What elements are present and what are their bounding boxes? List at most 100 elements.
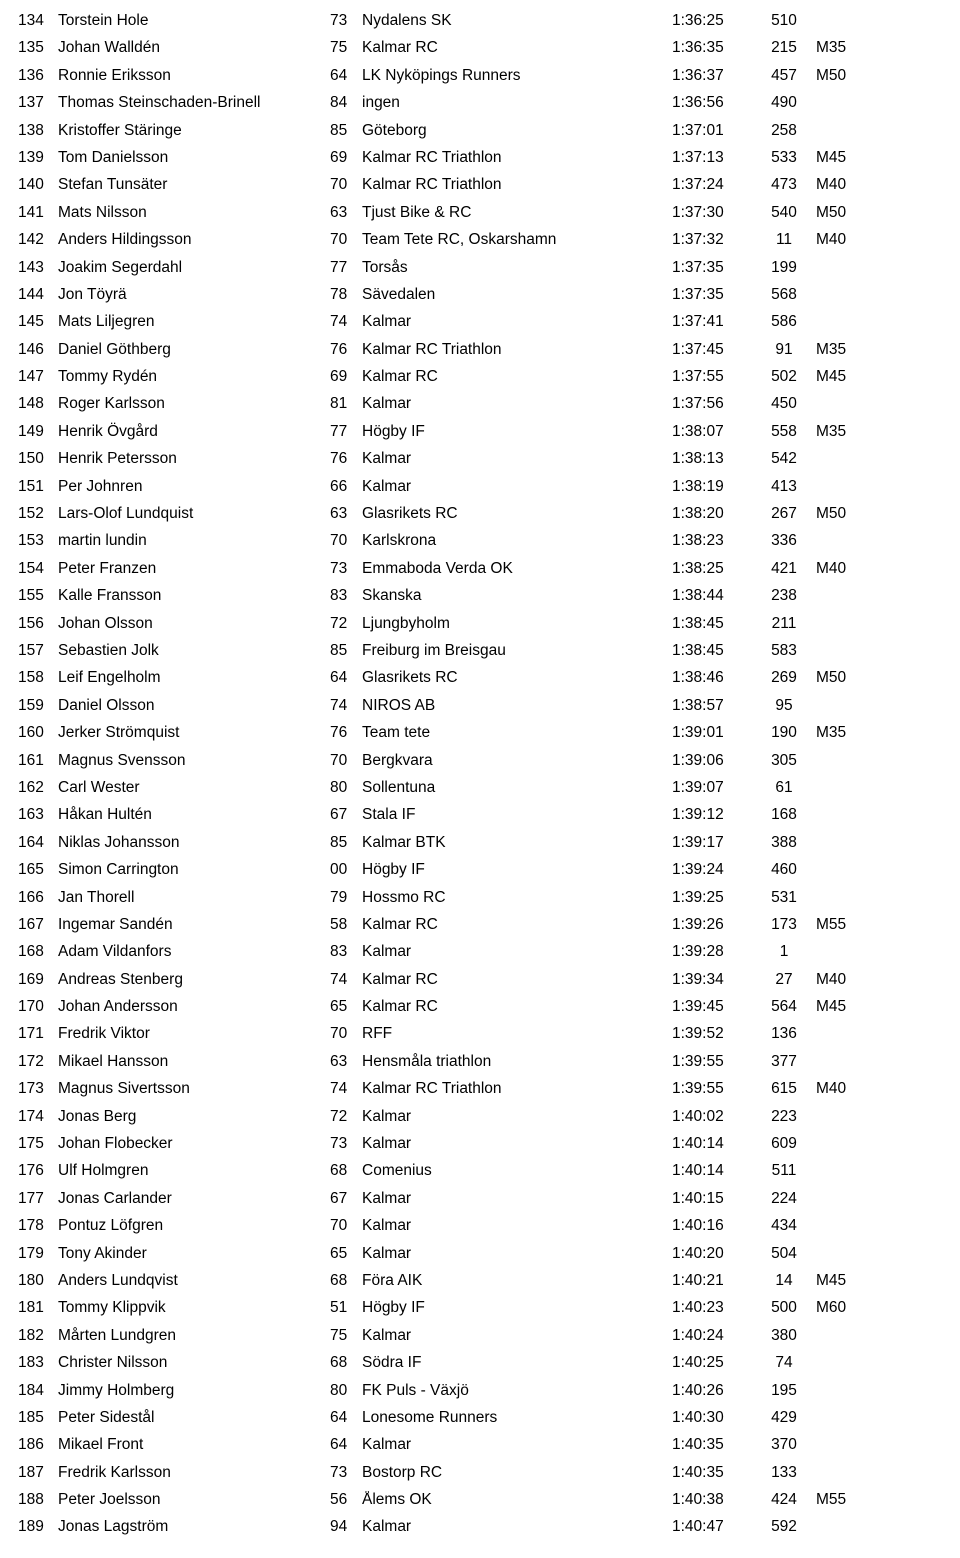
- table-row: 189Jonas Lagström94Kalmar1:40:47592: [18, 1518, 942, 1545]
- bib-cell: 258: [758, 122, 810, 140]
- time-cell: 1:39:06: [672, 752, 758, 770]
- time-cell: 1:38:19: [672, 478, 758, 496]
- name-cell: martin lundin: [58, 532, 330, 550]
- year-cell: 76: [330, 724, 362, 742]
- category-cell: M35: [810, 724, 864, 742]
- year-cell: 00: [330, 861, 362, 879]
- time-cell: 1:39:01: [672, 724, 758, 742]
- rank-cell: 153: [18, 532, 58, 550]
- rank-cell: 181: [18, 1299, 58, 1317]
- year-cell: 63: [330, 505, 362, 523]
- bib-cell: 473: [758, 176, 810, 194]
- bib-cell: 267: [758, 505, 810, 523]
- year-cell: 75: [330, 1327, 362, 1345]
- bib-cell: 615: [758, 1080, 810, 1098]
- rank-cell: 176: [18, 1162, 58, 1180]
- time-cell: 1:37:45: [672, 341, 758, 359]
- table-row: 171Fredrik Viktor70RFF1:39:52136: [18, 1025, 942, 1052]
- club-cell: Kalmar RC: [362, 39, 672, 57]
- year-cell: 74: [330, 313, 362, 331]
- time-cell: 1:40:14: [672, 1162, 758, 1180]
- time-cell: 1:38:45: [672, 615, 758, 633]
- year-cell: 63: [330, 1053, 362, 1071]
- time-cell: 1:38:07: [672, 423, 758, 441]
- club-cell: Kalmar: [362, 943, 672, 961]
- time-cell: 1:40:23: [672, 1299, 758, 1317]
- table-row: 161Magnus Svensson70Bergkvara1:39:06305: [18, 752, 942, 779]
- bib-cell: 133: [758, 1464, 810, 1482]
- time-cell: 1:36:37: [672, 67, 758, 85]
- bib-cell: 510: [758, 12, 810, 30]
- table-row: 153martin lundin70Karlskrona1:38:23336: [18, 532, 942, 559]
- time-cell: 1:39:34: [672, 971, 758, 989]
- rank-cell: 169: [18, 971, 58, 989]
- rank-cell: 159: [18, 697, 58, 715]
- rank-cell: 166: [18, 889, 58, 907]
- bib-cell: 370: [758, 1436, 810, 1454]
- bib-cell: 533: [758, 149, 810, 167]
- time-cell: 1:40:21: [672, 1272, 758, 1290]
- club-cell: Kalmar RC Triathlon: [362, 1080, 672, 1098]
- rank-cell: 150: [18, 450, 58, 468]
- rank-cell: 135: [18, 39, 58, 57]
- table-row: 145Mats Liljegren74Kalmar1:37:41586: [18, 313, 942, 340]
- club-cell: Sävedalen: [362, 286, 672, 304]
- year-cell: 77: [330, 259, 362, 277]
- category-cell: M45: [810, 368, 864, 386]
- bib-cell: 413: [758, 478, 810, 496]
- name-cell: Tommy Klippvik: [58, 1299, 330, 1317]
- bib-cell: 609: [758, 1135, 810, 1153]
- year-cell: 70: [330, 1217, 362, 1235]
- table-row: 185Peter Sidestål64Lonesome Runners1:40:…: [18, 1409, 942, 1436]
- year-cell: 73: [330, 1464, 362, 1482]
- rank-cell: 144: [18, 286, 58, 304]
- time-cell: 1:38:57: [672, 697, 758, 715]
- club-cell: LK Nyköpings Runners: [362, 67, 672, 85]
- category-cell: M60: [810, 1299, 864, 1317]
- rank-cell: 139: [18, 149, 58, 167]
- time-cell: 1:37:24: [672, 176, 758, 194]
- rank-cell: 134: [18, 12, 58, 30]
- year-cell: 74: [330, 1080, 362, 1098]
- name-cell: Peter Franzen: [58, 560, 330, 578]
- rank-cell: 143: [18, 259, 58, 277]
- bib-cell: 224: [758, 1190, 810, 1208]
- category-cell: M35: [810, 341, 864, 359]
- rank-cell: 175: [18, 1135, 58, 1153]
- time-cell: 1:36:56: [672, 94, 758, 112]
- time-cell: 1:39:52: [672, 1025, 758, 1043]
- club-cell: Lonesome Runners: [362, 1409, 672, 1427]
- rank-cell: 168: [18, 943, 58, 961]
- time-cell: 1:40:24: [672, 1327, 758, 1345]
- bib-cell: 542: [758, 450, 810, 468]
- rank-cell: 136: [18, 67, 58, 85]
- club-cell: Kalmar RC Triathlon: [362, 149, 672, 167]
- club-cell: Kalmar RC: [362, 916, 672, 934]
- table-row: 175Johan Flobecker73Kalmar1:40:14609: [18, 1135, 942, 1162]
- table-row: 140Stefan Tunsäter70Kalmar RC Triathlon1…: [18, 176, 942, 203]
- name-cell: Mikael Hansson: [58, 1053, 330, 1071]
- club-cell: Bostorp RC: [362, 1464, 672, 1482]
- bib-cell: 269: [758, 669, 810, 687]
- rank-cell: 180: [18, 1272, 58, 1290]
- rank-cell: 137: [18, 94, 58, 112]
- rank-cell: 155: [18, 587, 58, 605]
- time-cell: 1:39:28: [672, 943, 758, 961]
- year-cell: 65: [330, 998, 362, 1016]
- club-cell: Kalmar: [362, 1436, 672, 1454]
- bib-cell: 424: [758, 1491, 810, 1509]
- table-row: 179Tony Akinder65Kalmar1:40:20504: [18, 1245, 942, 1272]
- time-cell: 1:38:45: [672, 642, 758, 660]
- club-cell: ingen: [362, 94, 672, 112]
- club-cell: Glasrikets RC: [362, 669, 672, 687]
- name-cell: Jerker Strömquist: [58, 724, 330, 742]
- year-cell: 94: [330, 1518, 362, 1536]
- table-row: 170Johan Andersson65Kalmar RC1:39:45564M…: [18, 998, 942, 1025]
- bib-cell: 211: [758, 615, 810, 633]
- table-row: 134Torstein Hole73Nydalens SK1:36:25510: [18, 12, 942, 39]
- bib-cell: 305: [758, 752, 810, 770]
- name-cell: Jan Thorell: [58, 889, 330, 907]
- table-row: 173Magnus Sivertsson74Kalmar RC Triathlo…: [18, 1080, 942, 1107]
- year-cell: 72: [330, 615, 362, 633]
- bib-cell: 583: [758, 642, 810, 660]
